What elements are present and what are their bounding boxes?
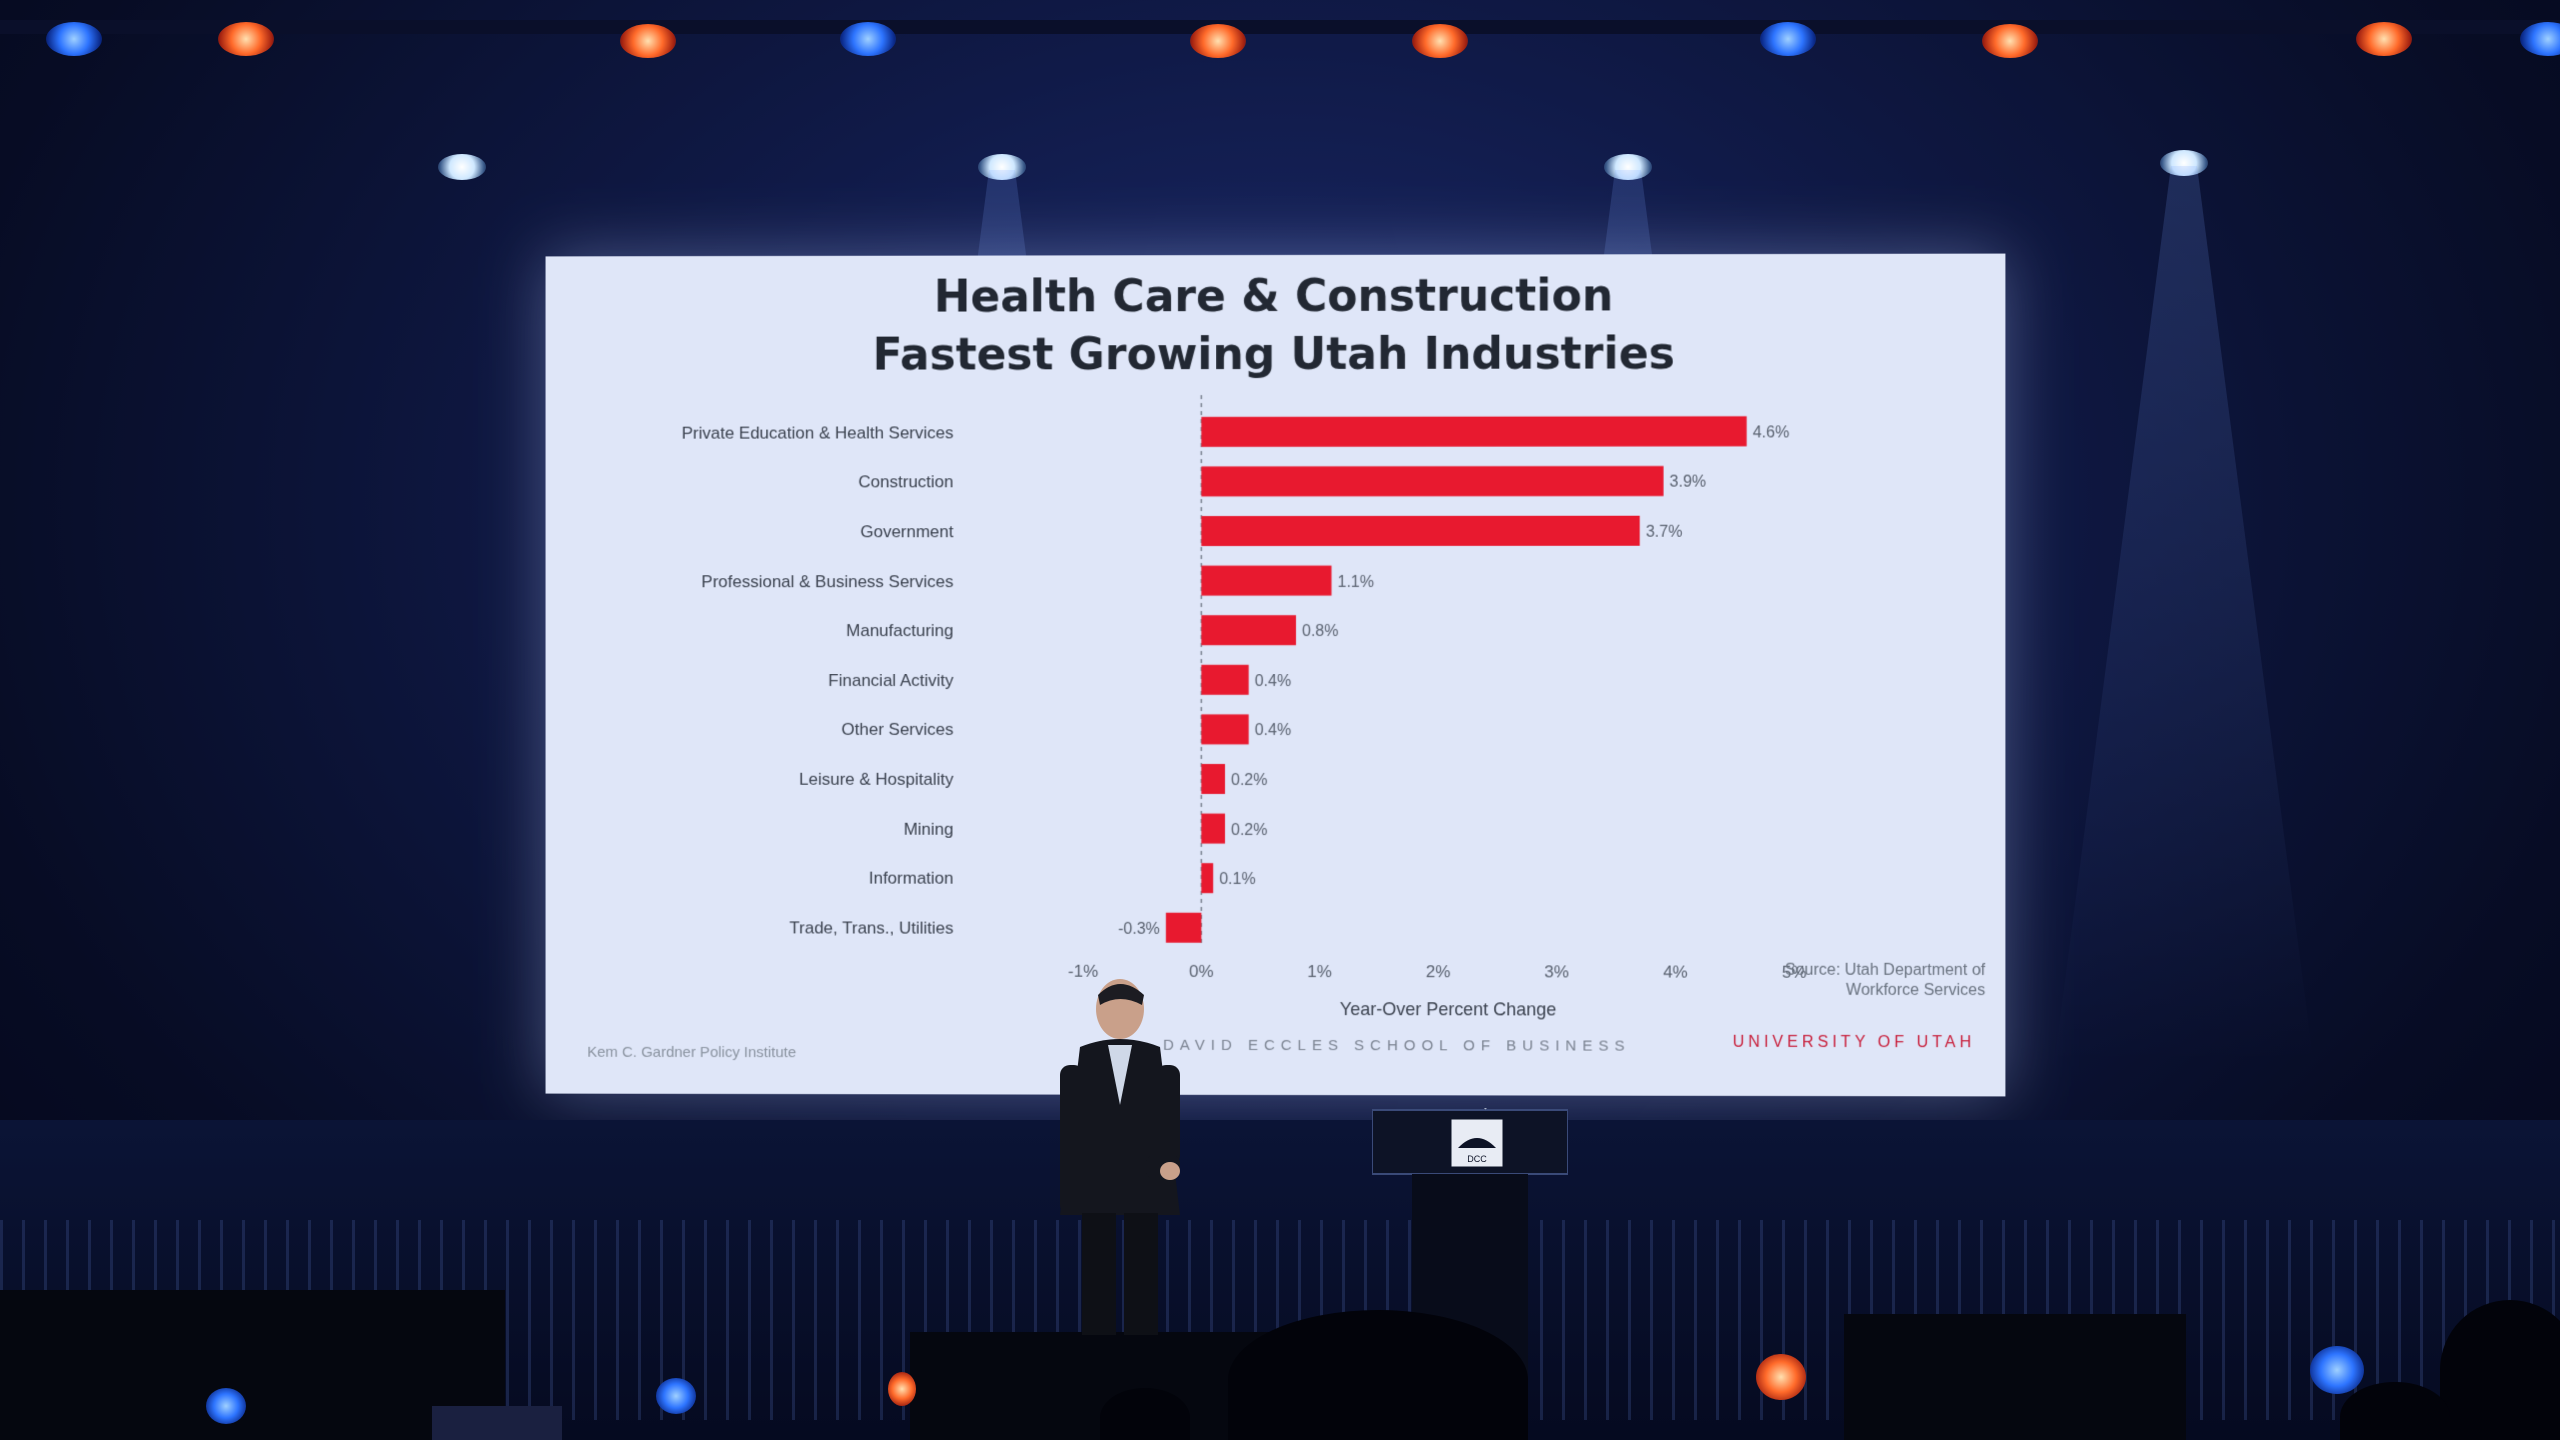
data-label: 0.1% [1219, 871, 1255, 888]
category-label: Private Education & Health Services [682, 423, 954, 442]
lighting-truss [0, 20, 2560, 34]
x-tick-label: 1% [1307, 962, 1332, 981]
stage-light-red [2356, 22, 2412, 56]
x-axis-title: Year-Over Percent Change [1340, 999, 1557, 1019]
stage-step [432, 1406, 562, 1440]
category-label: Information [869, 869, 954, 888]
chart-source: Source: Utah Department of Workforce Ser… [1724, 961, 1985, 1001]
bar [1201, 615, 1296, 645]
stage-light-blue [46, 22, 102, 56]
x-tick-label: 2% [1426, 962, 1451, 981]
light-beam [2054, 166, 2314, 1066]
bar [1201, 764, 1225, 794]
stage-monitor-center [910, 1332, 1282, 1440]
stage-light-red [1190, 24, 1246, 58]
stage-light-red [1412, 24, 1468, 58]
data-label: 1.1% [1338, 574, 1374, 591]
bar [1201, 516, 1639, 546]
floor-light-red [888, 1372, 916, 1406]
spot-light [438, 154, 486, 180]
category-label: Construction [858, 473, 953, 492]
stage-monitor-right [1844, 1314, 2186, 1440]
bar [1201, 566, 1331, 596]
bar [1201, 665, 1248, 695]
presenter [1020, 975, 1220, 1335]
audience-head [1228, 1310, 1528, 1440]
stage-light-blue [840, 22, 896, 56]
podium-logo: DCC [1467, 1154, 1487, 1164]
data-label: 0.4% [1255, 673, 1291, 690]
category-label: Mining [904, 819, 954, 838]
category-label: Government [860, 522, 953, 541]
category-label: Leisure & Hospitality [799, 770, 954, 789]
bar [1201, 814, 1225, 844]
stage-light-blue [2520, 22, 2560, 56]
bar [1166, 913, 1201, 943]
stage-light-red [620, 24, 676, 58]
bar [1201, 466, 1663, 496]
data-label: -0.3% [1118, 921, 1160, 938]
category-label: Manufacturing [846, 621, 953, 640]
category-label: Other Services [841, 720, 953, 739]
bar [1201, 714, 1248, 744]
category-label: Trade, Trans., Utilities [789, 918, 953, 937]
category-label: Financial Activity [828, 671, 954, 690]
data-label: 0.4% [1255, 722, 1291, 739]
stage-light-red [218, 22, 274, 56]
floor-light-blue [206, 1388, 246, 1424]
data-label: 3.7% [1646, 524, 1683, 541]
floor-light-blue [656, 1378, 696, 1414]
x-tick-label: 3% [1544, 962, 1569, 981]
stage-speaker-left [0, 1290, 505, 1440]
x-tick-label: 4% [1663, 962, 1688, 981]
audience-head [1100, 1388, 1190, 1440]
floor-light-blue [2310, 1346, 2364, 1394]
footer-institute: Kem C. Gardner Policy Institute [587, 1044, 796, 1061]
data-label: 4.6% [1753, 424, 1790, 441]
data-label: 0.2% [1231, 772, 1267, 789]
footer-university: UNIVERSITY OF UTAH [1733, 1034, 1975, 1052]
stage-light-red [1982, 24, 2038, 58]
bar [1201, 863, 1213, 893]
projection-screen: Health Care & Construction Fastest Growi… [546, 254, 2006, 1097]
data-label: 0.8% [1302, 623, 1338, 640]
category-label: Professional & Business Services [701, 572, 953, 591]
footer-school: DAVID ECCLES SCHOOL OF BUSINESS [1163, 1037, 1630, 1055]
bar [1201, 416, 1746, 447]
stage-light-blue [1760, 22, 1816, 56]
floor-light-red [1756, 1354, 1806, 1400]
data-label: 3.9% [1670, 474, 1707, 491]
data-label: 0.2% [1231, 822, 1267, 839]
